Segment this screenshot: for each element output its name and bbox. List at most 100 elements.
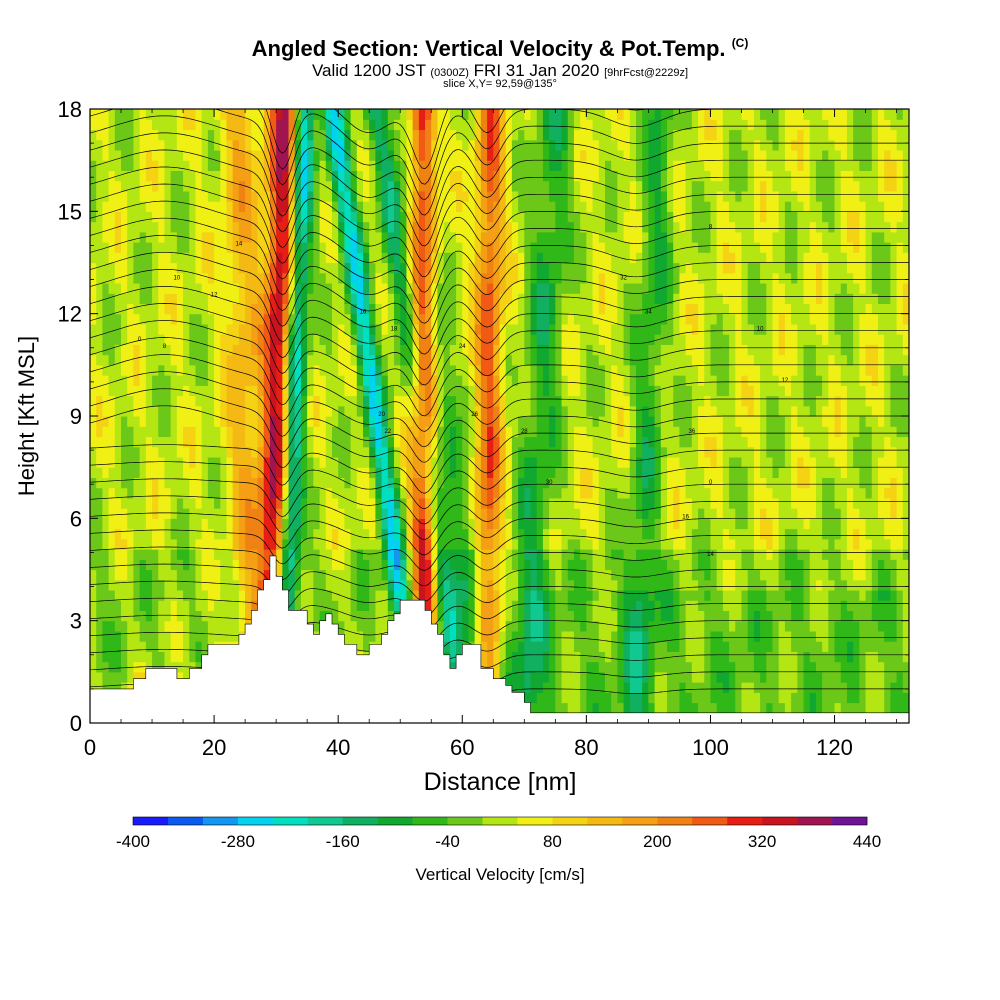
- velocity-cell: [145, 446, 153, 458]
- velocity-cell: [499, 375, 507, 386]
- velocity-cell: [542, 323, 550, 335]
- velocity-cell: [586, 600, 594, 612]
- velocity-cell: [412, 231, 420, 243]
- velocity-cell: [363, 528, 370, 540]
- velocity-cell: [232, 538, 240, 550]
- velocity-cell: [96, 559, 103, 571]
- velocity-cell: [480, 559, 488, 571]
- velocity-cell: [549, 160, 556, 171]
- velocity-cell: [363, 201, 370, 212]
- velocity-cell: [406, 119, 414, 131]
- velocity-cell: [214, 272, 221, 284]
- velocity-cell: [269, 149, 277, 161]
- velocity-cell: [338, 426, 345, 438]
- velocity-cell: [201, 221, 209, 233]
- velocity-cell: [307, 139, 314, 151]
- velocity-cell: [573, 395, 581, 407]
- velocity-cell: [245, 313, 252, 325]
- velocity-cell: [90, 119, 97, 131]
- velocity-cell: [201, 497, 209, 509]
- velocity-cell: [573, 508, 581, 519]
- velocity-cell: [325, 446, 333, 458]
- velocity-cell: [207, 528, 215, 540]
- velocity-cell: [96, 385, 103, 397]
- velocity-cell: [437, 190, 445, 202]
- velocity-cell: [133, 671, 141, 683]
- velocity-cell: [356, 262, 364, 274]
- velocity-cell: [406, 364, 414, 376]
- velocity-cell: [580, 538, 587, 550]
- velocity-cell: [282, 201, 290, 212]
- velocity-cell: [356, 313, 364, 325]
- velocity-cell: [573, 702, 581, 714]
- velocity-cell: [586, 252, 594, 264]
- velocity-cell: [263, 313, 271, 325]
- velocity-cell: [536, 354, 544, 366]
- velocity-cell: [307, 436, 314, 448]
- velocity-cell: [431, 170, 439, 182]
- velocity-cell: [170, 579, 178, 591]
- velocity-cell: [555, 671, 563, 683]
- velocity-cell: [480, 323, 488, 335]
- velocity-cell: [201, 180, 209, 192]
- velocity-cell: [114, 139, 122, 151]
- velocity-cell: [536, 477, 544, 489]
- velocity-cell: [598, 671, 606, 683]
- velocity-cell: [102, 242, 110, 253]
- velocity-cell: [462, 416, 470, 427]
- velocity-cell: [164, 405, 172, 417]
- velocity-cell: [412, 170, 420, 182]
- velocity-cell: [207, 600, 215, 612]
- velocity-cell: [257, 487, 265, 499]
- velocity-cell: [344, 508, 352, 519]
- velocity-cell: [567, 651, 575, 663]
- velocity-cell: [468, 579, 476, 591]
- velocity-cell: [449, 354, 457, 366]
- velocity-cell: [598, 180, 606, 192]
- velocity-cell: [480, 242, 488, 253]
- velocity-cell: [269, 436, 277, 448]
- velocity-cell: [127, 518, 135, 530]
- velocity-cell: [145, 252, 153, 264]
- velocity-cell: [425, 589, 432, 601]
- velocity-cell: [331, 569, 339, 581]
- velocity-cell: [232, 426, 240, 438]
- velocity-cell: [226, 559, 234, 571]
- velocity-cell: [549, 170, 556, 182]
- velocity-cell: [313, 579, 321, 591]
- velocity-cell: [511, 190, 519, 202]
- velocity-cell: [245, 129, 252, 141]
- velocity-cell: [238, 344, 246, 356]
- velocity-cell: [474, 334, 482, 345]
- velocity-cell: [431, 487, 439, 499]
- velocity-cell: [300, 528, 308, 540]
- velocity-cell: [152, 109, 159, 120]
- velocity-cell: [387, 477, 395, 489]
- velocity-cell: [573, 518, 581, 530]
- velocity-cell: [598, 385, 606, 397]
- velocity-cell: [207, 497, 215, 509]
- velocity-cell: [257, 139, 265, 151]
- velocity-cell: [170, 129, 178, 141]
- velocity-cell: [400, 303, 408, 315]
- velocity-cell: [505, 119, 513, 131]
- velocity-cell: [549, 610, 556, 622]
- velocity-cell: [468, 528, 476, 540]
- velocity-cell: [381, 497, 389, 509]
- velocity-cell: [269, 211, 277, 223]
- velocity-cell: [468, 497, 476, 509]
- velocity-cell: [338, 109, 345, 120]
- velocity-cell: [183, 160, 190, 171]
- velocity-cell: [313, 242, 321, 253]
- velocity-cell: [133, 569, 141, 581]
- velocity-cell: [145, 549, 153, 560]
- velocity-cell: [307, 170, 314, 182]
- velocity-cell: [232, 180, 240, 192]
- velocity-cell: [468, 395, 476, 407]
- velocity-cell: [145, 661, 153, 673]
- velocity-cell: [431, 180, 439, 192]
- velocity-cell: [443, 426, 451, 438]
- velocity-cell: [96, 682, 103, 693]
- velocity-cell: [102, 477, 110, 489]
- velocity-cell: [350, 334, 358, 345]
